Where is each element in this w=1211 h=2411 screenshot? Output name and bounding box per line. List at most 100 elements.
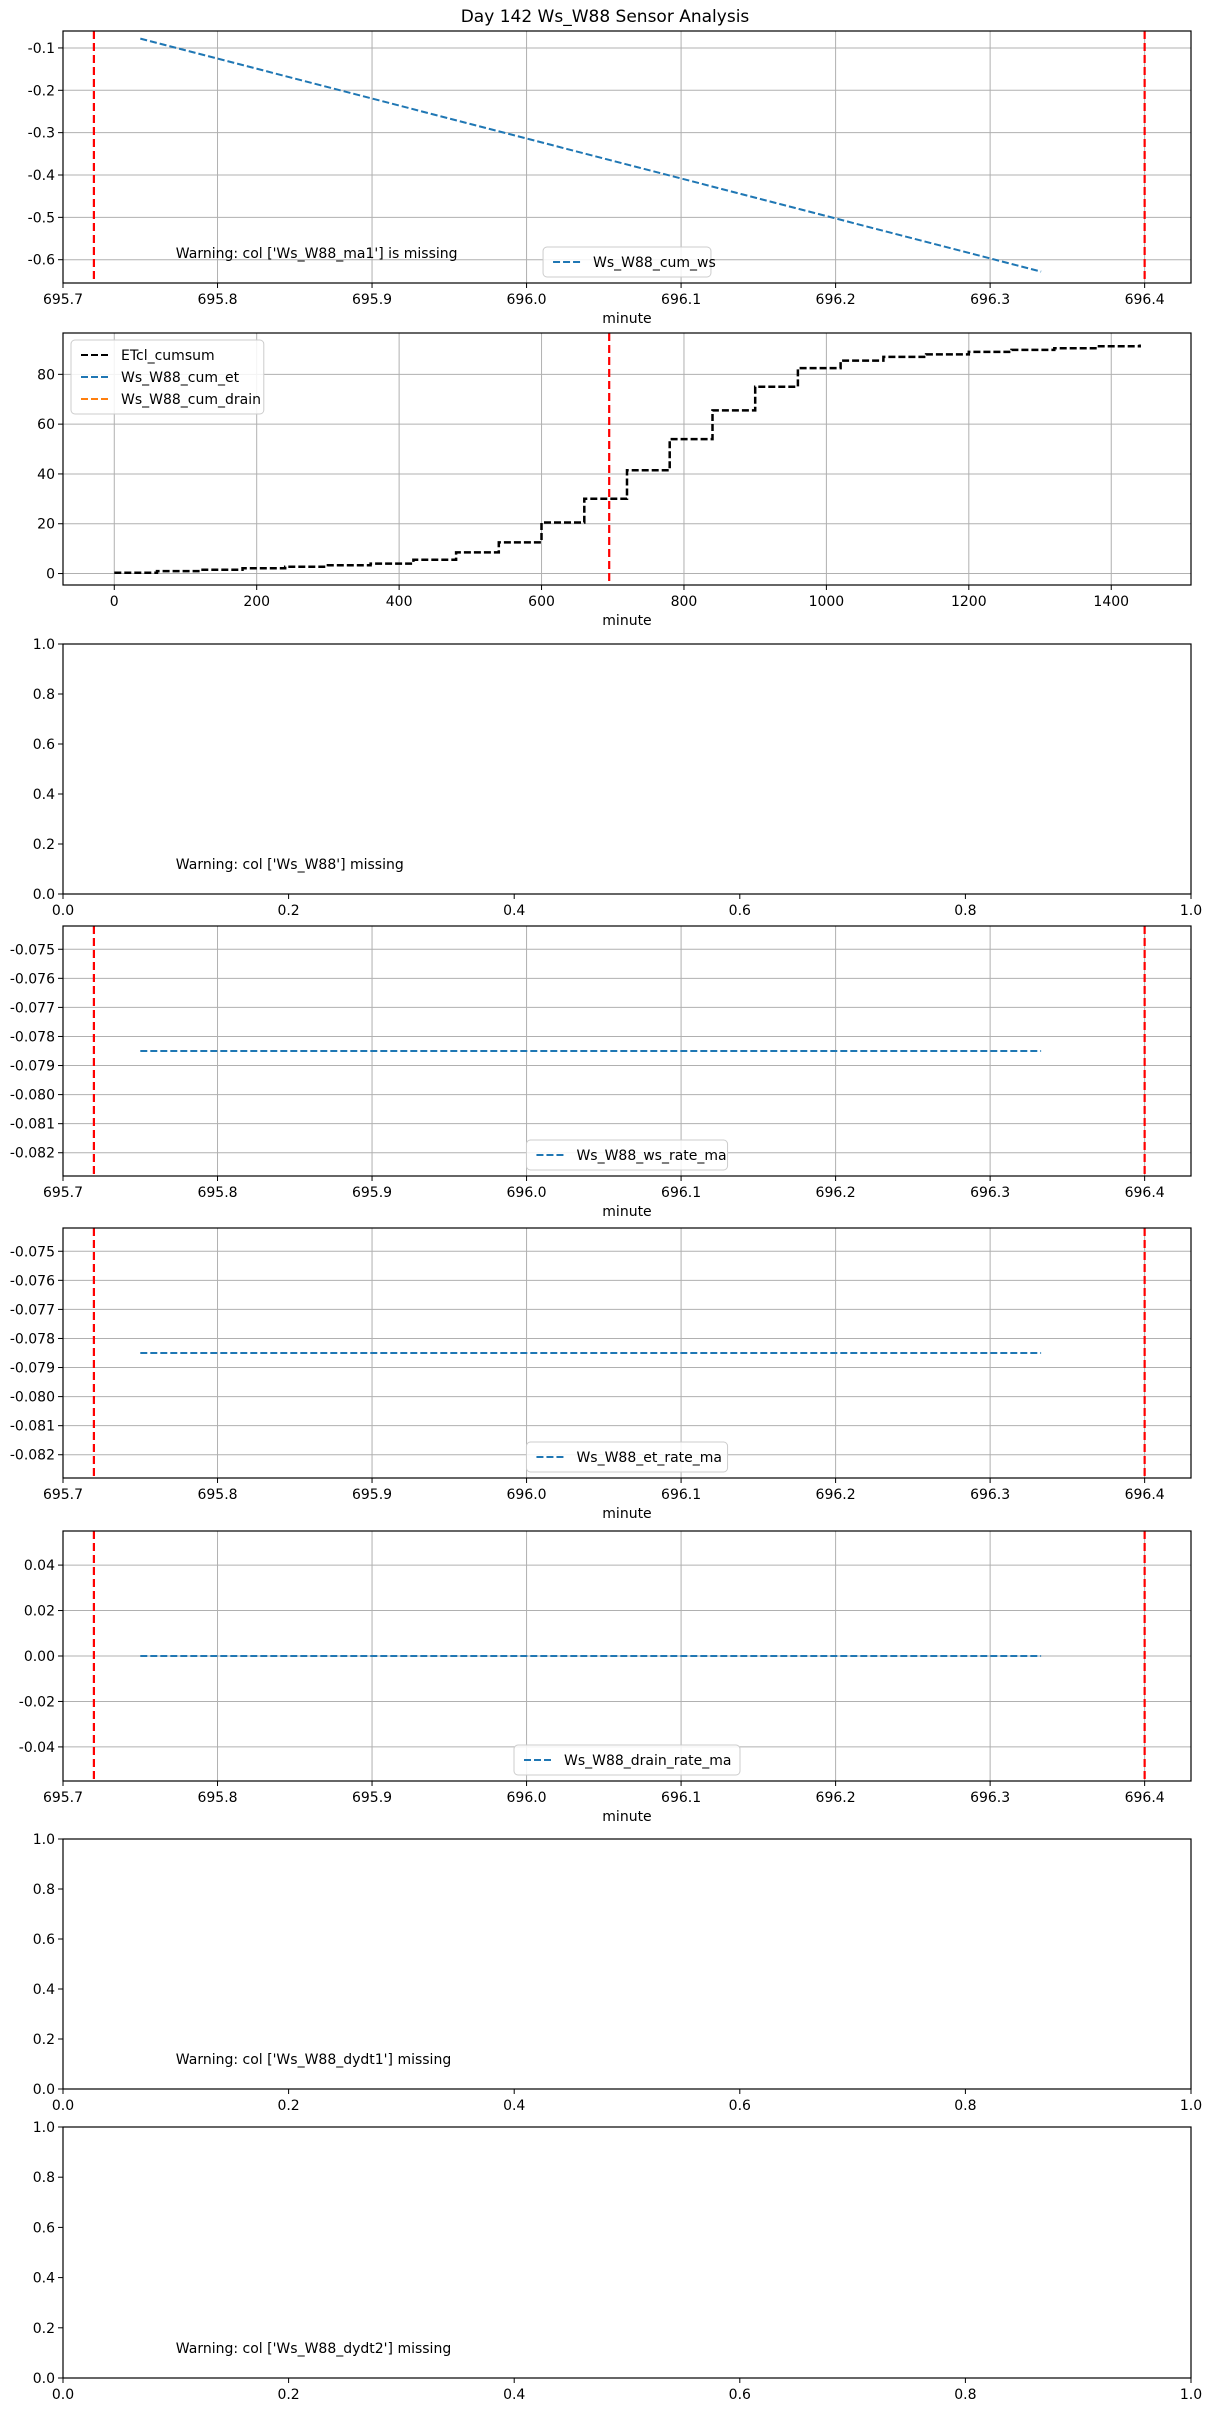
y-tick-label: 0.2 [33,837,55,853]
legend-box [525,1441,729,1473]
x-tick-label: 695.7 [43,1487,83,1503]
x-tick-label: 696.1 [661,1185,701,1201]
y-tick-label: 1.0 [33,1832,55,1848]
y-tick-label: 0.6 [33,737,55,753]
y-tick-label: -0.04 [19,1740,55,1756]
y-tick-label: 0.00 [24,1649,55,1665]
y-tick-label: 60 [37,417,55,433]
legend: Ws_W88_cum_ws [542,246,716,278]
x-tick-label: 695.8 [197,1790,237,1806]
axes-frame [62,1227,1192,1479]
legend-entry: Ws_W88_cum_ws [593,255,716,271]
y-tick-label: 0.8 [33,687,55,703]
x-tick-label: 696.1 [661,1790,701,1806]
axes-frame [62,925,1192,1177]
y-tick-label: -0.079 [10,1059,55,1075]
x-tick-label: 0.6 [729,903,751,919]
x-tick-label: 696.2 [816,1185,856,1201]
legend-entry: Ws_W88_et_rate_ma [576,1450,722,1466]
y-tick-label: -0.4 [28,168,55,184]
axes-frame [62,1838,1192,2090]
series-line-1 [140,37,1042,273]
x-tick-label: 696.0 [507,292,547,308]
x-tick-label: 696.0 [507,1487,547,1503]
x-tick-label: 0.4 [503,2387,525,2403]
figure-title: Day 142 Ws_W88 Sensor Analysis [461,7,750,27]
x-tick-label: 696.3 [970,1185,1010,1201]
subplot-7: 0.0 0.2 0.4 0.6 0.8 1.0 0.0 0.2 0.4 0.6 0.8 1.0 Warn… [33,1832,1202,2114]
x-tick-label: 0.0 [52,2098,74,2114]
y-tick-label: -0.078 [10,1331,55,1347]
y-tick-label: 0.6 [33,1932,55,1948]
series-line-1 [114,344,1141,575]
y-tick-label: 0.04 [24,1558,55,1574]
legend-box [513,1744,741,1776]
y-tick-label: 0.4 [33,1982,55,1998]
x-tick-label: 695.9 [352,1487,392,1503]
y-tick-label: -0.3 [28,126,55,142]
y-tick-label: -0.1 [28,41,55,57]
y-tick-label: -0.078 [10,1029,55,1045]
y-tick-label: 0.02 [24,1604,55,1620]
y-tick-label: -0.076 [10,971,55,987]
y-tick-label: -0.077 [10,1000,55,1016]
x-tick-label: 0.2 [277,2387,299,2403]
y-tick-label: 0.0 [33,2371,55,2387]
y-tick-label: -0.082 [10,1146,55,1162]
x-tick-label: 0.0 [52,2387,74,2403]
x-tick-label: 0.6 [729,2098,751,2114]
x-tick-label: 0.4 [503,903,525,919]
x-tick-label: 695.8 [197,1487,237,1503]
y-tick-label: 0 [46,567,55,583]
axes-frame [62,643,1192,895]
x-axis-label: minute [602,1809,651,1825]
y-tick-label: -0.077 [10,1302,55,1318]
x-tick-label: 0.2 [277,2098,299,2114]
y-tick-label: 0.2 [33,2321,55,2337]
x-tick-label: 0.8 [954,2098,976,2114]
y-tick-label: 20 [37,517,55,533]
x-tick-label: 695.7 [43,1790,83,1806]
x-tick-label: 696.2 [816,1487,856,1503]
warning-annotation: Warning: col ['Ws_W88_dydt2'] missing [176,2341,451,2357]
legend-entry: ETcl_cumsum [121,348,215,364]
legend-entry: Ws_W88_cum_drain [121,392,261,408]
x-tick-label: 695.7 [43,292,83,308]
x-tick-label: 0.2 [277,903,299,919]
x-tick-label: 0.0 [52,903,74,919]
subplot-4: 695.7 695.8 695.9 696.0 696.1 696.2 696.3 696.4… [10,925,1192,1220]
subplot-5: 695.7 695.8 695.9 696.0 696.1 696.2 696.3 696.4… [10,1227,1192,1522]
legend-box [70,339,265,415]
axes-frame [62,30,1192,284]
axes-frame [62,332,1192,586]
y-tick-label: 0.4 [33,787,55,803]
x-tick-label: 696.4 [1125,292,1165,308]
x-tick-label: 696.1 [661,292,701,308]
legend-box [525,1139,729,1171]
y-tick-label: -0.076 [10,1273,55,1289]
y-tick-label: -0.075 [10,942,55,958]
x-axis-label: minute [602,311,651,327]
x-tick-label: 600 [528,594,555,610]
x-tick-label: 200 [243,594,270,610]
y-tick-label: -0.02 [19,1694,55,1710]
x-axis-label: minute [602,1204,651,1220]
x-tick-label: 1000 [809,594,845,610]
y-tick-label: 1.0 [33,2120,55,2136]
x-tick-label: 695.9 [352,1185,392,1201]
warning-annotation: Warning: col ['Ws_W88'] missing [176,857,404,873]
x-tick-label: 696.2 [816,292,856,308]
x-tick-label: 0.8 [954,903,976,919]
x-tick-label: 1.0 [1180,2098,1202,2114]
x-axis-label: minute [602,1506,651,1522]
x-tick-label: 696.3 [970,1487,1010,1503]
y-tick-label: -0.080 [10,1088,55,1104]
x-tick-label: 695.9 [352,292,392,308]
axes-frame [62,2126,1192,2379]
y-tick-label: 40 [37,467,55,483]
x-tick-label: 1200 [951,594,987,610]
y-tick-label: -0.2 [28,83,55,99]
y-tick-label: 0.8 [33,1882,55,1898]
x-tick-label: 696.0 [507,1790,547,1806]
